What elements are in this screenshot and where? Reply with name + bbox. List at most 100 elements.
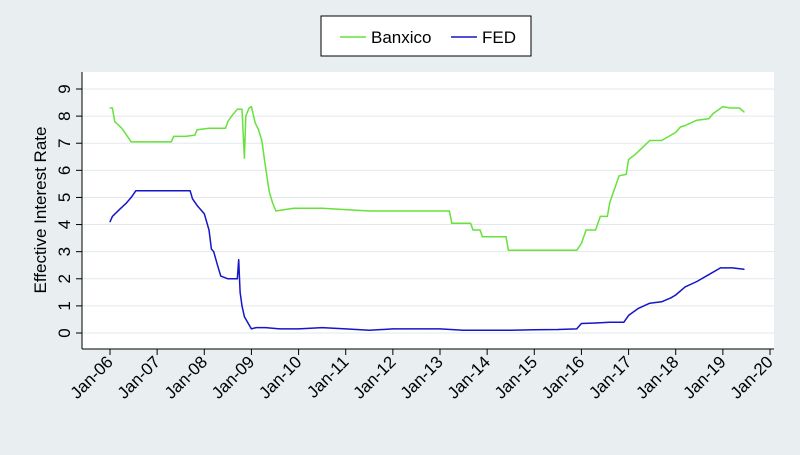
- x-tick-label: Jan-16: [538, 352, 588, 402]
- data-point: [392, 210, 394, 212]
- x-tick-label: Jan-20: [727, 352, 777, 402]
- data-point: [392, 328, 394, 330]
- data-point: [173, 135, 175, 137]
- data-point: [184, 135, 186, 137]
- data-point: [368, 210, 370, 212]
- data-point: [345, 328, 347, 330]
- series-line-banxico: [110, 105, 745, 252]
- data-point: [238, 259, 240, 261]
- data-point: [239, 291, 241, 293]
- data-point: [241, 108, 243, 110]
- data-point: [743, 111, 745, 113]
- y-tick-label: 4: [55, 220, 74, 229]
- data-point: [505, 236, 507, 238]
- data-point: [637, 308, 639, 310]
- data-point: [439, 210, 441, 212]
- data-point: [121, 127, 123, 129]
- series-banxico: [109, 105, 745, 252]
- data-point: [210, 248, 212, 250]
- data-point: [696, 280, 698, 283]
- data-point: [576, 328, 578, 330]
- data-point: [580, 242, 583, 245]
- x-tick-label: Jan-08: [161, 352, 211, 402]
- y-axis: 0 1 2 3 4 5 6 7 8 9: [55, 72, 83, 349]
- data-point: [208, 229, 210, 231]
- data-point: [585, 229, 587, 231]
- data-point: [268, 191, 270, 193]
- data-point: [679, 126, 682, 128]
- data-point: [232, 114, 234, 116]
- data-point: [194, 134, 196, 136]
- data-point: [670, 134, 672, 136]
- data-point: [510, 329, 512, 331]
- y-tick-label: 9: [55, 84, 74, 93]
- data-point: [675, 131, 677, 133]
- data-point: [533, 329, 535, 331]
- data-point: [257, 129, 260, 131]
- data-point: [261, 139, 263, 142]
- data-point: [125, 202, 128, 204]
- data-point: [154, 141, 156, 143]
- data-point: [606, 215, 609, 217]
- data-point: [415, 328, 417, 330]
- data-point: [243, 316, 245, 318]
- data-point: [507, 249, 509, 251]
- data-point: [448, 210, 450, 212]
- data-point: [182, 190, 184, 192]
- data-point: [156, 190, 158, 192]
- data-point: [203, 213, 205, 215]
- data-point: [595, 229, 597, 231]
- data-point: [142, 141, 144, 143]
- data-point: [712, 112, 715, 114]
- data-point: [236, 278, 238, 280]
- data-point: [130, 141, 132, 143]
- data-point: [642, 146, 644, 148]
- data-point: [114, 120, 116, 123]
- data-point: [217, 127, 219, 129]
- x-tick-label: Jan-07: [114, 352, 164, 402]
- data-point: [599, 215, 601, 217]
- y-tick-label: 6: [55, 166, 74, 175]
- data-point: [111, 215, 113, 217]
- data-point: [170, 190, 172, 192]
- data-point: [649, 139, 651, 142]
- data-point: [163, 141, 165, 143]
- y-tick-label: 0: [55, 328, 74, 337]
- data-point: [670, 297, 672, 299]
- data-point: [628, 314, 630, 316]
- data-point: [227, 278, 229, 280]
- data-point: [451, 222, 453, 224]
- data-point: [618, 175, 620, 177]
- series-fed: [109, 189, 745, 332]
- data-point: [368, 329, 370, 331]
- data-point: [216, 264, 219, 266]
- y-tick-label: 5: [55, 193, 74, 202]
- data-point: [254, 122, 256, 124]
- y-tick-label: 8: [55, 111, 74, 120]
- series-layer: [109, 105, 745, 332]
- data-point: [265, 327, 267, 329]
- data-point: [208, 127, 210, 129]
- data-point: [130, 196, 132, 198]
- data-point: [147, 190, 149, 192]
- data-point: [557, 328, 559, 331]
- data-point: [479, 229, 481, 231]
- data-point: [283, 209, 285, 211]
- data-point: [265, 167, 267, 169]
- data-point: [293, 207, 295, 209]
- legend-label-fed: FED: [482, 28, 516, 47]
- data-point: [321, 207, 323, 209]
- data-point: [189, 190, 191, 192]
- x-tick-label: Jan-11: [303, 352, 352, 401]
- y-tick-label: 1: [55, 301, 74, 310]
- data-point: [196, 205, 198, 207]
- data-point: [250, 106, 252, 108]
- data-point: [731, 267, 733, 269]
- data-point: [439, 328, 441, 330]
- x-tick-label: Jan-17: [585, 352, 635, 402]
- data-point: [272, 202, 274, 204]
- data-point: [279, 328, 281, 330]
- data-point: [118, 209, 120, 211]
- data-point: [684, 286, 686, 288]
